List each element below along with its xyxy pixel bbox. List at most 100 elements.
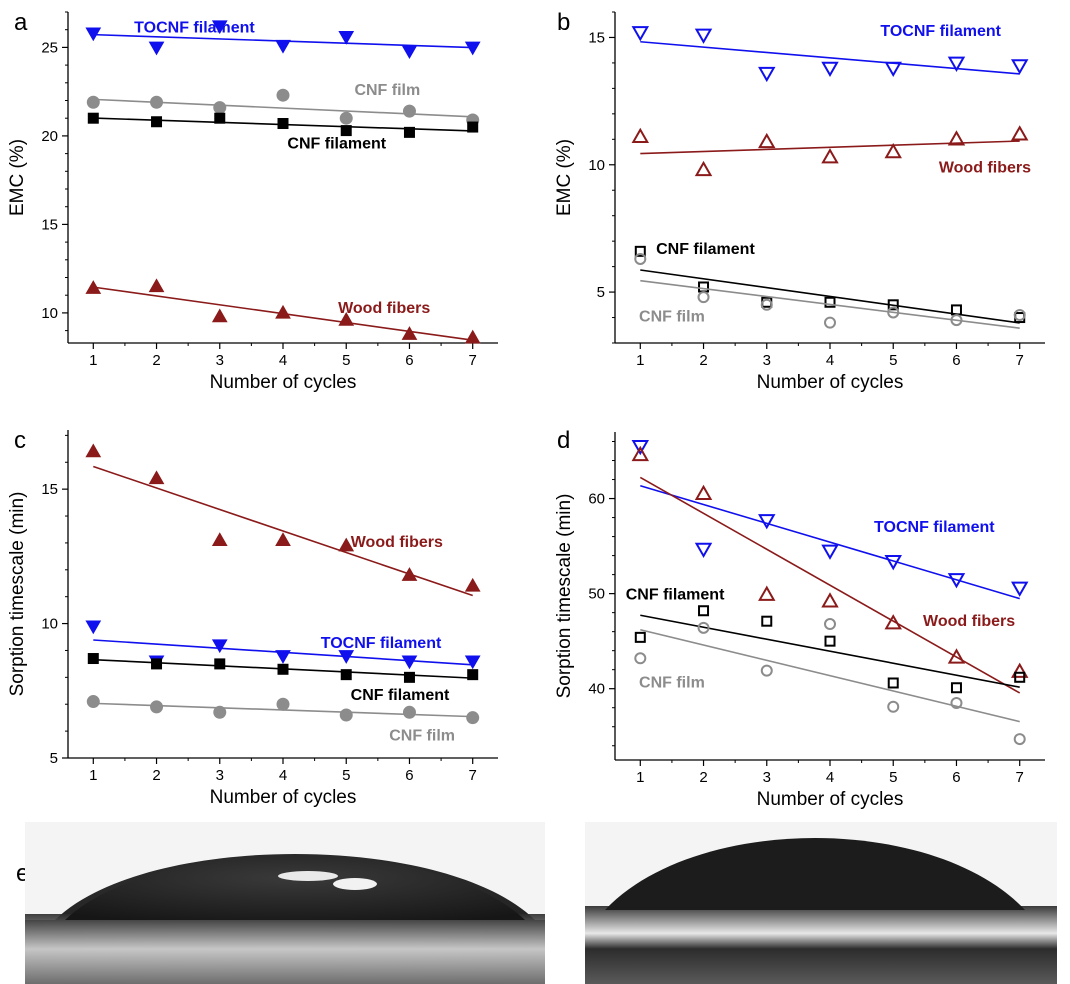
trend-line <box>93 465 473 597</box>
y-tick-label: 60 <box>588 491 605 508</box>
x-tick-label: 5 <box>889 769 897 786</box>
data-point <box>402 705 416 719</box>
droplet-photo-left <box>25 822 545 984</box>
x-tick-label: 5 <box>889 352 897 369</box>
data-point <box>338 650 355 664</box>
trend-line <box>640 140 1020 155</box>
x-tick-label: 3 <box>763 352 771 369</box>
x-tick-label: 7 <box>1016 769 1024 786</box>
y-axis-title: EMC (%) <box>554 139 575 216</box>
x-tick-label: 6 <box>405 352 413 369</box>
x-axis-title: Number of cycles <box>210 787 357 808</box>
data-point <box>698 281 710 293</box>
data-point <box>884 143 902 159</box>
data-point <box>277 118 289 130</box>
data-point <box>338 31 355 45</box>
panel-c: c 1 2 3 4 5 6 7 5 10 15 Number of cycles Sorption ti… <box>7 427 498 808</box>
data-point <box>85 27 102 42</box>
data-point <box>403 126 415 138</box>
data-point <box>85 443 102 458</box>
data-point <box>213 101 227 115</box>
data-point <box>464 655 481 670</box>
data-point <box>631 127 650 144</box>
series-cnf-film: CNF film <box>634 618 1026 746</box>
x-axis-title: Number of cycles <box>757 789 904 810</box>
data-point <box>340 669 352 681</box>
data-point <box>148 278 165 293</box>
data-point <box>340 125 352 137</box>
data-point <box>339 708 353 722</box>
data-point <box>403 671 415 683</box>
data-point <box>950 314 963 327</box>
data-point <box>631 26 650 42</box>
data-point <box>950 682 962 694</box>
data-point <box>275 650 291 664</box>
data-point <box>824 618 836 631</box>
data-point <box>697 621 710 634</box>
data-point <box>211 639 228 654</box>
data-point <box>401 567 418 581</box>
data-point <box>694 484 713 501</box>
data-point <box>758 585 776 601</box>
series-wood-fibers: Wood fibers <box>631 125 1031 176</box>
data-point <box>213 705 227 719</box>
y-tick-label: 5 <box>50 750 58 767</box>
data-point <box>464 329 481 344</box>
series-label: TOCNF filament <box>134 19 255 36</box>
data-point <box>884 555 902 571</box>
trend-line <box>640 614 1020 688</box>
panel-letter: d <box>557 427 570 454</box>
x-tick-label: 1 <box>636 769 644 786</box>
data-point <box>698 605 710 617</box>
x-tick-label: 3 <box>216 352 224 369</box>
y-tick-label: 10 <box>41 616 58 633</box>
data-point <box>276 88 290 102</box>
data-point <box>947 130 966 146</box>
data-point <box>947 573 966 589</box>
data-point <box>87 653 99 665</box>
data-point <box>884 61 902 78</box>
droplet-photo-right <box>585 822 1057 984</box>
data-point <box>821 544 839 560</box>
series-label: TOCNF filament <box>321 635 442 652</box>
data-point <box>150 700 164 714</box>
data-point <box>464 577 481 592</box>
series-wood-fibers: Wood fibers <box>85 443 481 597</box>
data-point <box>211 308 228 323</box>
data-point <box>87 112 99 124</box>
data-point <box>402 104 416 118</box>
data-point <box>634 652 647 665</box>
x-tick-label: 5 <box>342 767 350 784</box>
series-cnf-film: CNF film <box>634 252 1026 329</box>
data-point <box>85 620 102 635</box>
data-point <box>758 514 776 530</box>
data-point <box>887 700 900 713</box>
data-point <box>1013 733 1026 746</box>
series-tocnf-filament: TOCNF filament <box>631 23 1029 83</box>
x-tick-label: 2 <box>152 352 160 369</box>
data-point <box>1013 308 1026 321</box>
x-tick-label: 4 <box>826 352 834 369</box>
series-label: Wood fibers <box>923 613 1015 630</box>
series-cnf-filament: CNF filament <box>626 586 1026 694</box>
data-point <box>887 677 899 689</box>
y-tick-label: 25 <box>41 39 58 56</box>
data-point <box>887 299 899 311</box>
trend-line <box>640 628 1020 723</box>
x-tick-label: 1 <box>89 352 97 369</box>
x-tick-label: 1 <box>89 767 97 784</box>
data-point <box>758 66 776 83</box>
data-point <box>85 280 102 294</box>
series-tocnf-filament: TOCNF filament <box>85 620 481 670</box>
data-point <box>466 711 480 725</box>
data-point <box>338 311 355 326</box>
data-point <box>1010 125 1029 141</box>
x-tick-label: 2 <box>152 767 160 784</box>
data-point <box>1014 671 1026 683</box>
series-tocnf-filament: TOCNF filament <box>85 19 481 59</box>
data-point <box>824 635 836 647</box>
x-tick-label: 2 <box>699 352 707 369</box>
panel-b: b 1 2 3 4 5 6 7 5 10 15 Number of cycles EMC (%) TOCN… <box>554 9 1045 393</box>
x-tick-label: 2 <box>699 769 707 786</box>
